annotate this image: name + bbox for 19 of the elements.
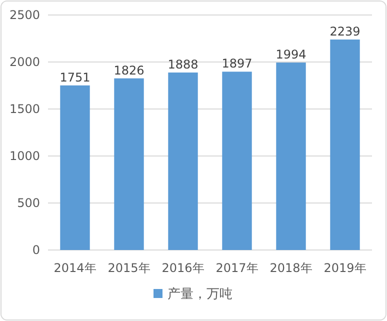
data-label: 1751: [60, 70, 90, 84]
y-tick-label: 2000: [9, 55, 40, 69]
data-label: 1888: [168, 58, 198, 72]
x-tick-label: 2015年: [108, 261, 150, 275]
data-label: 1826: [114, 63, 144, 78]
y-tick-label: 0: [32, 243, 40, 257]
y-tick-label: 1000: [9, 149, 40, 163]
x-tick-label: 2017年: [216, 261, 258, 275]
x-tick-label: 2018年: [270, 261, 312, 275]
y-tick-label: 500: [17, 196, 40, 210]
data-label: 1994: [276, 48, 306, 62]
data-label: 1897: [222, 56, 252, 71]
x-tick-label: 2016年: [162, 261, 204, 275]
legend-label: 产量，万吨: [168, 287, 232, 302]
x-tick-label: 2019年: [324, 261, 366, 275]
x-tick-label: 2014年: [54, 261, 96, 275]
data-label: 2239: [330, 24, 360, 39]
y-tick-label: 2500: [9, 8, 40, 22]
y-tick-label: 1500: [9, 102, 40, 116]
